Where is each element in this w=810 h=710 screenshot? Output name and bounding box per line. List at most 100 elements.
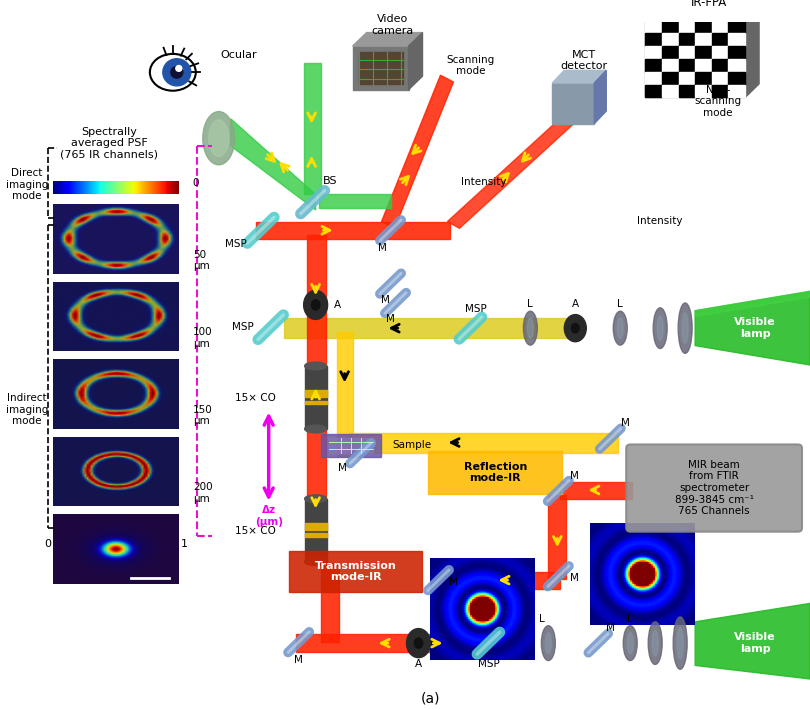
Polygon shape <box>304 62 321 195</box>
Text: MIR beam
from FTIR
spectrometer
899-3845 cm⁻¹
765 Channels: MIR beam from FTIR spectrometer 899-3845… <box>675 460 753 516</box>
Text: L: L <box>527 299 533 309</box>
Polygon shape <box>695 604 810 679</box>
Circle shape <box>163 59 191 86</box>
Text: M: M <box>294 655 303 665</box>
Bar <box>695 59 712 72</box>
Text: IR-FPA: IR-FPA <box>691 0 727 9</box>
FancyBboxPatch shape <box>626 444 802 532</box>
Text: 200
μm: 200 μm <box>193 482 212 503</box>
Ellipse shape <box>527 318 533 339</box>
Ellipse shape <box>305 558 326 566</box>
Text: A: A <box>334 300 341 310</box>
Bar <box>305 366 326 429</box>
Text: Indirect
imaging
mode: Indirect imaging mode <box>6 393 48 426</box>
Bar <box>552 83 595 124</box>
Bar <box>712 46 728 59</box>
Ellipse shape <box>623 626 637 660</box>
Bar <box>728 20 745 33</box>
Text: Intensity: Intensity <box>461 177 506 187</box>
Ellipse shape <box>523 311 537 345</box>
Bar <box>646 72 662 84</box>
Bar <box>646 20 745 97</box>
Ellipse shape <box>565 315 586 342</box>
Bar <box>646 20 662 33</box>
Text: Scanning
mode: Scanning mode <box>446 55 495 76</box>
Ellipse shape <box>617 318 623 339</box>
Bar <box>728 72 745 84</box>
Polygon shape <box>595 70 606 124</box>
Text: 0: 0 <box>193 178 199 187</box>
Ellipse shape <box>673 617 687 670</box>
Text: Intensity: Intensity <box>637 216 683 226</box>
Ellipse shape <box>652 630 659 656</box>
Polygon shape <box>434 572 561 589</box>
Text: 15× CO: 15× CO <box>235 393 275 403</box>
Ellipse shape <box>311 300 320 310</box>
Polygon shape <box>408 33 423 89</box>
Text: M: M <box>378 243 387 253</box>
Text: M: M <box>386 315 395 324</box>
Bar <box>662 84 679 97</box>
Bar <box>679 33 695 46</box>
Text: 50
μm: 50 μm <box>193 249 210 271</box>
Text: Reflection
mode-IR: Reflection mode-IR <box>463 462 527 484</box>
Text: M: M <box>570 471 578 481</box>
Ellipse shape <box>657 316 663 340</box>
Bar <box>712 72 728 84</box>
Text: M: M <box>449 577 458 587</box>
Text: A: A <box>572 299 579 309</box>
Bar <box>695 20 712 33</box>
Bar <box>712 84 728 97</box>
Text: 15× CO: 15× CO <box>235 525 275 536</box>
Bar <box>679 20 695 33</box>
Polygon shape <box>318 195 390 208</box>
Bar <box>359 52 403 84</box>
Bar <box>679 59 695 72</box>
Bar <box>662 20 679 33</box>
Ellipse shape <box>627 633 633 654</box>
Text: BS: BS <box>323 176 338 186</box>
Polygon shape <box>382 75 454 229</box>
Ellipse shape <box>682 313 688 343</box>
Bar <box>728 33 745 46</box>
Bar <box>329 437 373 453</box>
Bar <box>695 46 712 59</box>
Bar <box>679 46 695 59</box>
Bar <box>321 434 381 457</box>
Ellipse shape <box>305 495 326 503</box>
Polygon shape <box>695 291 810 317</box>
Bar <box>305 498 326 562</box>
Text: M: M <box>606 623 615 633</box>
Polygon shape <box>352 33 423 46</box>
Ellipse shape <box>414 638 423 648</box>
Ellipse shape <box>209 120 228 157</box>
Text: Spectrally
averaged PSF
(765 IR channels): Spectrally averaged PSF (765 IR channels… <box>60 126 158 160</box>
Polygon shape <box>348 433 618 453</box>
Polygon shape <box>284 319 580 338</box>
Polygon shape <box>447 109 582 229</box>
Polygon shape <box>321 563 339 642</box>
Bar <box>728 59 745 72</box>
Bar <box>352 46 408 89</box>
Text: L: L <box>539 614 545 624</box>
Ellipse shape <box>677 628 683 659</box>
Bar <box>695 84 712 97</box>
Text: A: A <box>415 660 422 670</box>
Polygon shape <box>296 635 490 652</box>
Bar <box>712 59 728 72</box>
Ellipse shape <box>407 628 430 657</box>
Ellipse shape <box>541 626 556 660</box>
Text: M: M <box>382 295 390 305</box>
Text: (a): (a) <box>420 692 441 705</box>
Bar <box>646 84 662 97</box>
Text: Transmission
mode-IR: Transmission mode-IR <box>315 561 396 582</box>
Text: 1: 1 <box>181 540 188 550</box>
Text: Visible
lamp: Visible lamp <box>734 633 776 654</box>
Bar <box>662 33 679 46</box>
Bar <box>695 72 712 84</box>
Ellipse shape <box>613 311 627 345</box>
Polygon shape <box>256 222 450 239</box>
Polygon shape <box>745 6 759 97</box>
Polygon shape <box>231 119 316 210</box>
Bar <box>679 72 695 84</box>
